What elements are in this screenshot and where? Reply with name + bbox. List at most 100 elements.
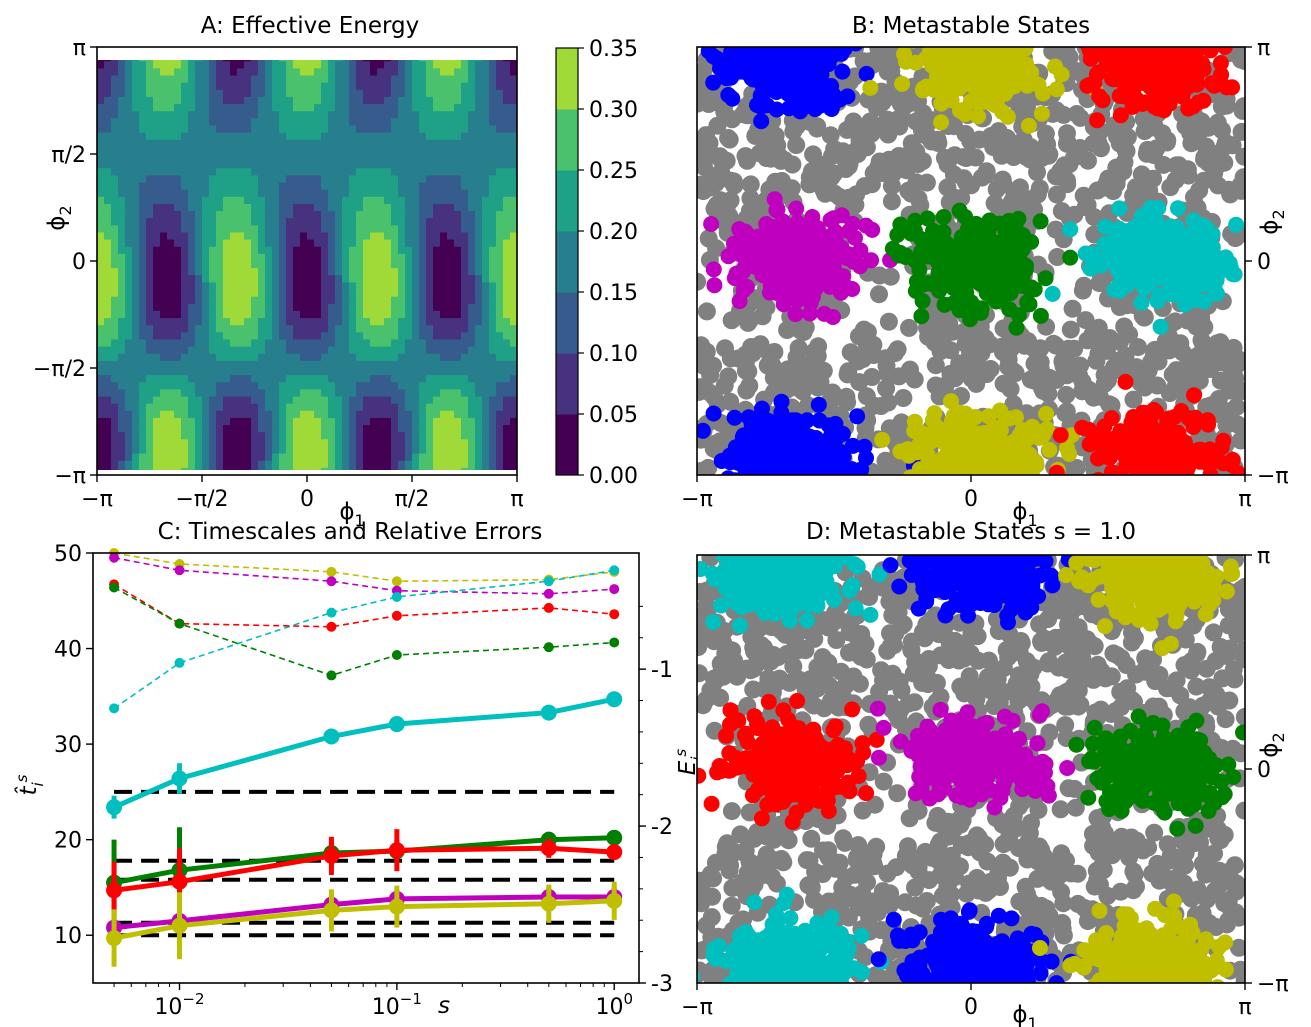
contour-cell <box>454 382 462 390</box>
transition-point <box>699 229 718 248</box>
contour-cell <box>377 47 385 55</box>
contour-cell <box>230 196 238 205</box>
contour-cell <box>195 403 203 412</box>
contour-cell <box>391 368 399 376</box>
contour-cell <box>307 111 315 119</box>
contour-cell <box>300 175 308 184</box>
transition-point <box>1001 380 1020 398</box>
contour-cell <box>314 232 322 241</box>
contour-cell <box>272 439 280 448</box>
contour-cell <box>314 432 322 440</box>
contour-cell <box>132 318 140 326</box>
contour-cell <box>167 118 175 127</box>
contour-cell <box>223 161 231 169</box>
contour-cell <box>377 360 385 369</box>
contour-cell <box>384 125 392 134</box>
contour-cell <box>468 118 476 127</box>
contour-cell <box>342 139 350 148</box>
contour-cell <box>146 289 154 298</box>
contour-cell <box>153 146 161 155</box>
contour-cell <box>363 268 371 276</box>
contour-cell <box>174 104 182 112</box>
contour-cell <box>132 368 140 376</box>
contour-cell <box>433 296 441 305</box>
contour-cell <box>118 325 126 333</box>
contour-cell <box>209 403 217 412</box>
contour-cell <box>496 146 504 155</box>
contour-cell <box>342 375 350 383</box>
contour-cell <box>146 396 154 405</box>
contour-cell <box>356 467 364 470</box>
contour-cell <box>321 375 329 383</box>
contour-cell <box>391 168 399 176</box>
contour-cell <box>475 275 483 283</box>
contour-cell <box>230 225 238 234</box>
contour-cell <box>279 403 287 412</box>
contour-cell <box>272 460 280 469</box>
contour-cell <box>251 75 259 84</box>
contour-cell <box>419 403 427 412</box>
contour-cell <box>237 439 245 448</box>
contour-cell <box>342 275 350 283</box>
contour-cell <box>510 453 517 462</box>
contour-cell <box>468 253 476 262</box>
contour-cell <box>363 61 371 69</box>
contour-cell <box>440 225 448 234</box>
contour-cell <box>391 146 399 155</box>
contour-cell <box>181 467 189 470</box>
contour-cell <box>349 439 357 448</box>
colorbar-segment <box>556 109 578 171</box>
transition-point <box>763 356 782 374</box>
contour-cell <box>146 375 154 383</box>
contour-cell <box>167 161 175 169</box>
contour-cell <box>237 318 245 326</box>
contour-cell <box>510 175 517 184</box>
contour-cell <box>237 96 245 105</box>
contour-cell <box>293 282 301 291</box>
contour-cell <box>377 432 385 440</box>
transition-point <box>1167 361 1186 380</box>
contour-cell <box>510 375 517 383</box>
contour-cell <box>440 368 448 376</box>
contour-cell <box>209 211 217 219</box>
contour-cell <box>251 211 259 219</box>
contour-cell <box>174 460 182 469</box>
contour-cell <box>153 467 161 470</box>
contour-cell <box>181 82 189 91</box>
contour-cell <box>433 289 441 298</box>
contour-cell <box>160 232 168 241</box>
contour-cell <box>426 446 434 455</box>
contour-cell <box>300 189 308 198</box>
contour-cell <box>258 96 266 105</box>
contour-cell <box>244 453 252 462</box>
contour-cell <box>174 161 182 169</box>
contour-cell <box>328 417 336 426</box>
contour-cell <box>342 239 350 248</box>
contour-cell <box>440 104 448 112</box>
contour-cell <box>475 111 483 119</box>
contour-cell <box>342 82 350 91</box>
contour-cell <box>188 96 196 105</box>
contour-cell <box>377 289 385 298</box>
contour-cell <box>314 382 322 390</box>
contour-cell <box>356 218 364 226</box>
contour-cell <box>349 182 357 191</box>
contour-cell <box>370 132 378 141</box>
contour-cell <box>111 275 119 283</box>
contour-cell <box>258 353 266 362</box>
contour-cell <box>454 353 462 362</box>
contour-cell <box>132 96 140 105</box>
contour-cell <box>230 460 238 469</box>
colorbar-tick-label: 0.00 <box>589 464 638 489</box>
contour-cell <box>125 232 133 241</box>
contour-cell <box>279 47 287 55</box>
contour-cell <box>321 154 329 162</box>
contour-cell <box>384 111 392 119</box>
contour-cell <box>167 396 175 405</box>
contour-cell <box>377 203 385 212</box>
contour-cell <box>258 211 266 219</box>
contour-cell <box>244 132 252 141</box>
contour-cell <box>335 382 343 390</box>
contour-cell <box>405 61 413 69</box>
contour-cell <box>237 303 245 312</box>
